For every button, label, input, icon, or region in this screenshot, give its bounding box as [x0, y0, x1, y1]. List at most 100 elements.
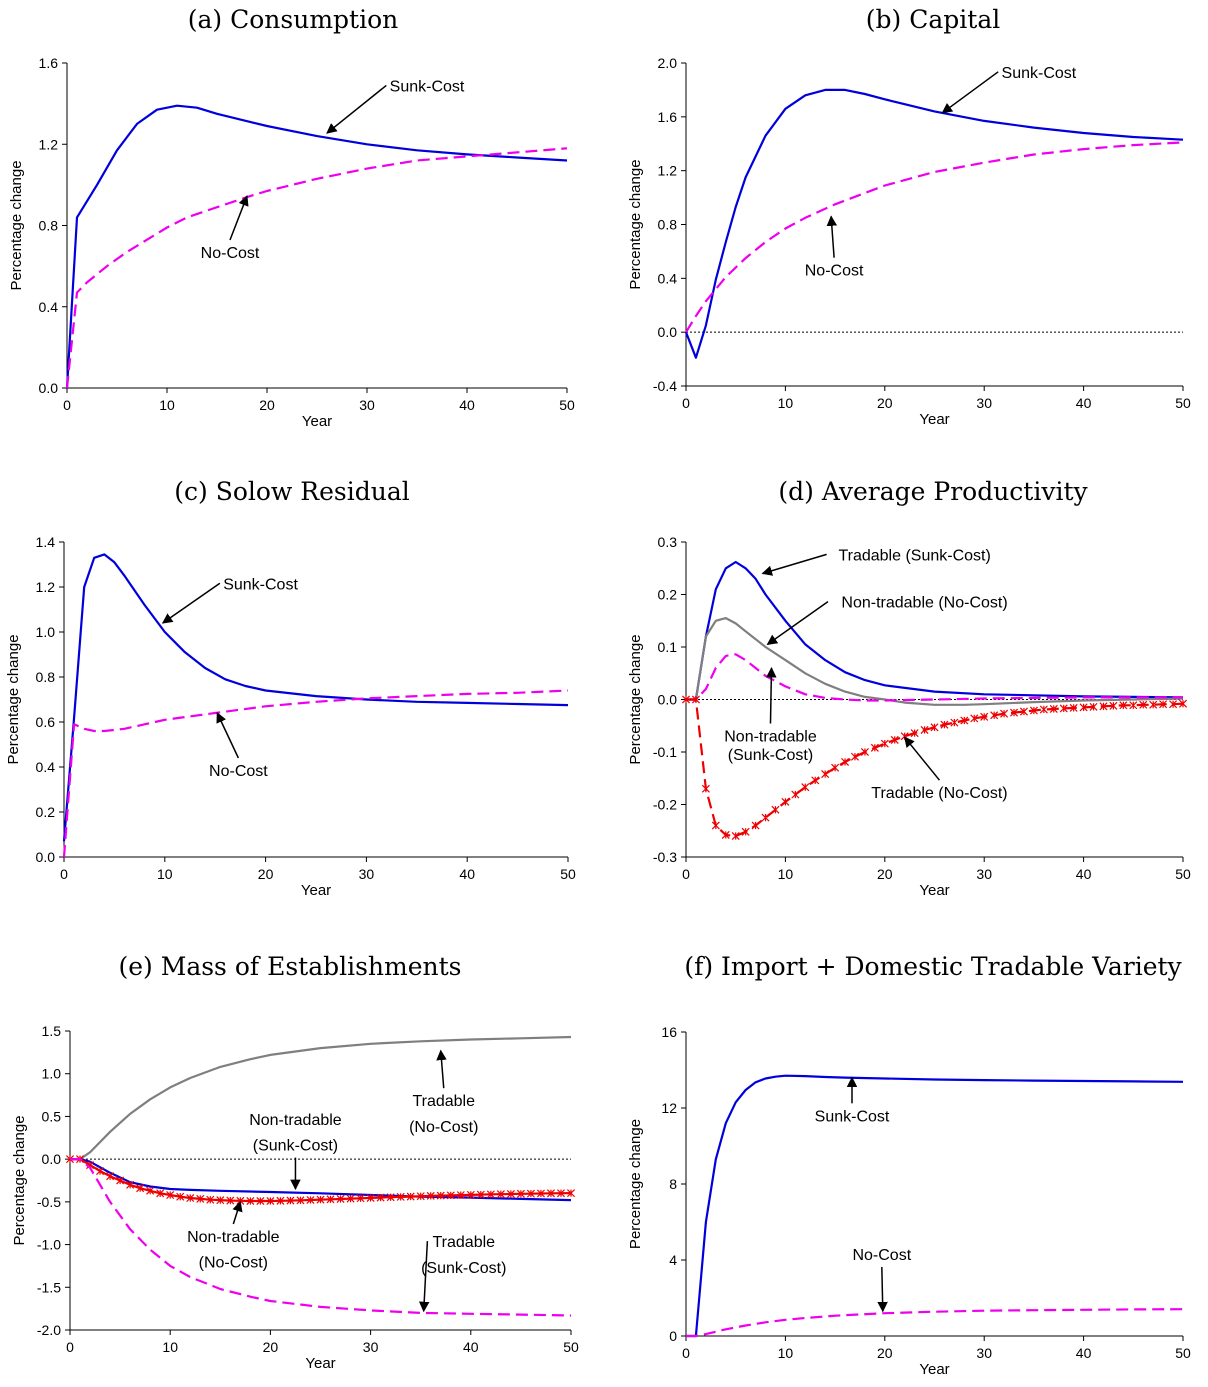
series-point	[801, 783, 810, 792]
x-tick-label: 20	[877, 1345, 893, 1361]
series-line-3	[70, 1157, 572, 1203]
y-tick-label: 0.8	[36, 669, 56, 685]
y-tick-label: 0.0	[658, 324, 678, 340]
y-tick-label: -0.3	[653, 849, 677, 865]
panel-title: (f) Import + Domestic Tradable Variety	[684, 952, 1182, 981]
series-point	[821, 770, 830, 779]
annotation-label: (No-Cost)	[199, 1255, 268, 1272]
annotation-label: (Sunk-Cost)	[253, 1138, 338, 1155]
annotation-label: Tradable (No-Cost)	[871, 785, 1007, 802]
y-tick-label: 1.5	[42, 1023, 62, 1039]
chart-panel-6: (f) Import + Domestic Tradable Variety 0 4…	[627, 952, 1191, 1378]
annotation-arrow	[877, 1266, 888, 1313]
series-point	[126, 1180, 135, 1189]
y-tick-label: 1.4	[36, 534, 56, 550]
x-tick-label: 0	[63, 397, 71, 413]
series-line-4	[70, 1157, 572, 1317]
y-tick-label: 12	[661, 1100, 677, 1116]
series-point	[286, 1196, 295, 1205]
annotation-arrow	[766, 601, 829, 645]
y-tick-label: 8	[669, 1176, 677, 1192]
panel-title: (b) Capital	[866, 5, 1000, 34]
x-tick-label: 40	[1076, 1345, 1092, 1361]
series-point	[186, 1193, 195, 1203]
series-point	[106, 1172, 115, 1181]
series-point	[366, 1193, 375, 1202]
series-point	[1000, 709, 1009, 718]
series-point	[1039, 705, 1048, 714]
annotation-arrow	[326, 84, 387, 134]
series-point	[741, 827, 750, 836]
x-tick-label: 40	[1076, 866, 1092, 882]
y-tick-label: 2.0	[658, 55, 678, 71]
x-tick-label: 50	[559, 397, 575, 413]
annotation-arrow	[418, 1241, 430, 1313]
series-point	[116, 1176, 125, 1185]
series-point	[751, 821, 760, 830]
x-tick-label: 0	[682, 395, 690, 411]
y-tick-label: 0	[669, 1328, 677, 1344]
annotation-arrow	[229, 195, 249, 241]
x-tick-label: 40	[459, 397, 475, 413]
annotation-arrow	[161, 582, 221, 624]
series-point	[691, 695, 700, 704]
annotation-label: No-Cost	[209, 763, 268, 780]
y-tick-label: -0.4	[653, 378, 677, 394]
annotation-label: (No-Cost)	[409, 1119, 478, 1136]
chart-panel-5: (e) Mass of Establishments -2.0 -1.5 -1.0 -0…	[11, 952, 579, 1372]
series-point	[536, 1189, 545, 1198]
series-point	[1009, 708, 1019, 717]
y-tick-label: 0.0	[658, 692, 678, 708]
series-point	[731, 831, 740, 841]
annotation-arrow	[232, 1200, 243, 1225]
series-point	[870, 743, 879, 752]
x-axis-label: Year	[919, 411, 949, 428]
x-tick-label: 10	[778, 395, 794, 411]
annotation-label: (Sunk-Cost)	[421, 1260, 506, 1277]
series-point	[1139, 700, 1148, 709]
series-point	[336, 1194, 345, 1203]
annotation-label: No-Cost	[805, 263, 864, 280]
annotation-label: Sunk-Cost	[223, 576, 298, 593]
series-point	[761, 813, 770, 822]
x-tick-label: 0	[60, 866, 68, 882]
series-point	[496, 1190, 505, 1199]
x-tick-label: 30	[976, 395, 992, 411]
series-point	[96, 1167, 105, 1176]
series-point	[1079, 703, 1088, 712]
x-tick-label: 10	[159, 397, 175, 413]
series-line-1	[686, 560, 1184, 701]
series-point	[306, 1195, 315, 1205]
series-point	[1149, 700, 1158, 709]
series-point	[1169, 700, 1178, 709]
x-tick-label: 20	[877, 395, 893, 411]
series-point	[1178, 699, 1188, 708]
x-tick-label: 0	[682, 866, 690, 882]
y-tick-label: 0.2	[36, 804, 56, 820]
panel-title: (c) Solow Residual	[174, 477, 409, 506]
y-tick-label: 1.6	[39, 55, 59, 71]
series-line-1	[684, 88, 1184, 359]
x-tick-label: 20	[263, 1339, 279, 1355]
y-tick-label: 1.0	[36, 624, 56, 640]
y-tick-label: -2.0	[37, 1322, 61, 1338]
x-axis-label: Year	[305, 1355, 335, 1372]
series-point	[526, 1189, 535, 1198]
annotation-arrow	[941, 71, 999, 114]
x-tick-label: 40	[459, 866, 475, 882]
series-point	[276, 1196, 285, 1205]
series-point	[1129, 701, 1138, 710]
panel-title: (d) Average Productivity	[778, 477, 1088, 506]
x-tick-label: 50	[1175, 866, 1191, 882]
series-point	[466, 1190, 475, 1199]
series-point	[831, 763, 840, 772]
x-tick-label: 0	[66, 1339, 74, 1355]
annotation-arrow	[766, 666, 777, 724]
series-line-2	[65, 147, 568, 389]
series-point	[841, 757, 850, 766]
series-point	[176, 1192, 185, 1201]
panel-title: (a) Consumption	[188, 5, 398, 34]
y-tick-label: 0.5	[42, 1108, 62, 1124]
y-tick-label: -0.5	[37, 1194, 61, 1210]
